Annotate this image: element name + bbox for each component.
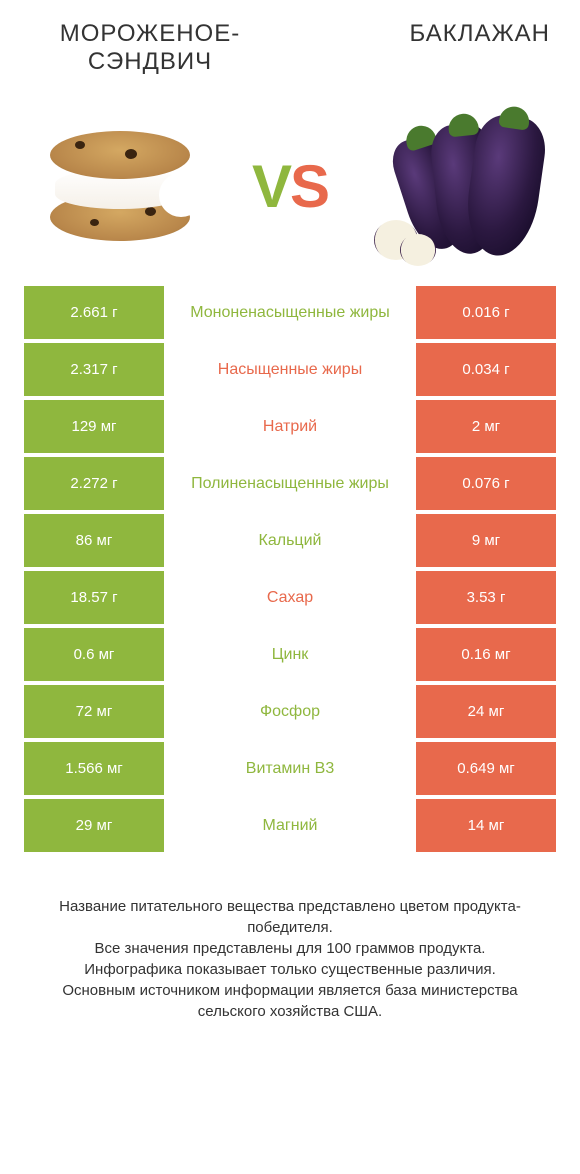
table-row: 0.6 мгЦинк0.16 мг — [24, 628, 556, 681]
nutrient-label: Натрий — [164, 400, 416, 453]
value-left: 72 мг — [24, 685, 164, 738]
cookie-sandwich-icon — [45, 131, 195, 241]
footer-line: Инфографика показывает только существенн… — [30, 959, 550, 980]
table-row: 29 мгМагний14 мг — [24, 799, 556, 852]
value-right: 24 мг — [416, 685, 556, 738]
value-left: 2.661 г — [24, 286, 164, 339]
value-left: 29 мг — [24, 799, 164, 852]
footer-notes: Название питательного вещества представл… — [0, 856, 580, 1022]
value-left: 2.272 г — [24, 457, 164, 510]
nutrient-label: Фосфор — [164, 685, 416, 738]
table-row: 1.566 мгВитамин B30.649 мг — [24, 742, 556, 795]
value-left: 18.57 г — [24, 571, 164, 624]
nutrient-label: Цинк — [164, 628, 416, 681]
vs-label: VS — [252, 152, 328, 221]
nutrient-label: Витамин B3 — [164, 742, 416, 795]
value-left: 2.317 г — [24, 343, 164, 396]
product-left-title: МОРОЖЕНОЕ-СЭНДВИЧ — [30, 20, 270, 76]
images-row: VS — [0, 76, 580, 286]
value-right: 3.53 г — [416, 571, 556, 624]
table-row: 2.272 гПолиненасыщенные жиры0.076 г — [24, 457, 556, 510]
value-right: 9 мг — [416, 514, 556, 567]
product-right-title: БАКЛАЖАН — [350, 20, 550, 76]
table-row: 2.317 гНасыщенные жиры0.034 г — [24, 343, 556, 396]
table-row: 2.661 гМононенасыщенные жиры0.016 г — [24, 286, 556, 339]
value-left: 0.6 мг — [24, 628, 164, 681]
product-left-image — [30, 106, 210, 266]
table-row: 18.57 гСахар3.53 г — [24, 571, 556, 624]
footer-line: Основным источником информации является … — [30, 980, 550, 1022]
nutrient-label: Сахар — [164, 571, 416, 624]
value-right: 0.16 мг — [416, 628, 556, 681]
value-left: 1.566 мг — [24, 742, 164, 795]
table-row: 129 мгНатрий2 мг — [24, 400, 556, 453]
value-left: 86 мг — [24, 514, 164, 567]
table-row: 72 мгФосфор24 мг — [24, 685, 556, 738]
header-row: МОРОЖЕНОЕ-СЭНДВИЧ БАКЛАЖАН — [0, 0, 580, 76]
vs-v: V — [252, 153, 290, 220]
footer-line: Название питательного вещества представл… — [30, 896, 550, 938]
nutrient-label: Насыщенные жиры — [164, 343, 416, 396]
comparison-table: 2.661 гМононенасыщенные жиры0.016 г2.317… — [0, 286, 580, 852]
value-right: 0.649 мг — [416, 742, 556, 795]
value-right: 0.076 г — [416, 457, 556, 510]
value-right: 0.034 г — [416, 343, 556, 396]
nutrient-label: Мононенасыщенные жиры — [164, 286, 416, 339]
nutrient-label: Магний — [164, 799, 416, 852]
table-row: 86 мгКальций9 мг — [24, 514, 556, 567]
value-left: 129 мг — [24, 400, 164, 453]
product-right-image — [370, 106, 550, 266]
value-right: 0.016 г — [416, 286, 556, 339]
nutrient-label: Кальций — [164, 514, 416, 567]
value-right: 14 мг — [416, 799, 556, 852]
eggplant-icon — [370, 106, 550, 266]
footer-line: Все значения представлены для 100 граммо… — [30, 938, 550, 959]
value-right: 2 мг — [416, 400, 556, 453]
nutrient-label: Полиненасыщенные жиры — [164, 457, 416, 510]
vs-s: S — [290, 153, 328, 220]
